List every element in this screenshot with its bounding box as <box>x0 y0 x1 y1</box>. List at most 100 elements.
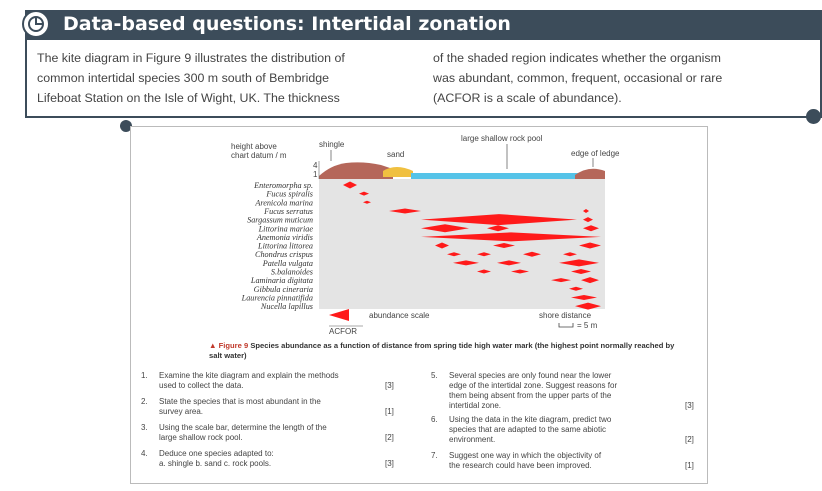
question-line: Several species are only found near the … <box>449 371 612 380</box>
species-label: Fucus serratus <box>263 207 313 216</box>
question-line: Suggest one way in which the objectivity… <box>449 451 602 460</box>
kite-shape <box>363 200 371 204</box>
kite-shape <box>477 252 491 257</box>
edge-label: edge of ledge <box>571 149 620 158</box>
figure-number: Figure 9 <box>218 341 249 350</box>
question-line: edge of the intertidal zone. Suggest rea… <box>449 381 618 390</box>
arrow-right-icon <box>806 109 821 124</box>
kite-shape <box>389 208 421 214</box>
intro-line: of the shaded region indicates whether t… <box>433 51 721 65</box>
question-marks: [2] <box>385 433 394 442</box>
question-line: survey area. <box>159 407 204 416</box>
question-text: Examine the kite diagram and explain the… <box>159 371 339 391</box>
question-text: State the species that is most abundant … <box>159 397 321 417</box>
kite-shape <box>571 294 597 300</box>
kite-shape <box>497 260 521 266</box>
species-label: Gibbula cineraria <box>254 285 313 294</box>
question-number: 1. <box>141 371 148 380</box>
kite-shape <box>583 208 589 213</box>
rock-pool-water <box>411 171 601 179</box>
question-text: Using the data in the kite diagram, pred… <box>449 415 611 445</box>
header-bar: Data-based questions: Intertidal zonatio… <box>25 10 822 40</box>
question-line: Using the data in the kite diagram, pred… <box>449 415 612 424</box>
caption-text: Species abundance as a function of dista… <box>209 341 675 360</box>
shore-distance-label: shore distance <box>539 311 592 320</box>
kite-shapes <box>343 181 601 310</box>
intro-text-left: The kite diagram in Figure 9 illustrates… <box>37 48 422 108</box>
kite-shape <box>559 259 599 267</box>
intro-line: The kite diagram in Figure 9 illustrates… <box>37 51 345 65</box>
question-number: 4. <box>141 449 148 458</box>
datum-label: chart datum / m <box>231 151 287 160</box>
question-number: 5. <box>431 371 438 380</box>
kite-shape <box>571 269 591 274</box>
intro-text-right: of the shaded region indicates whether t… <box>433 48 818 108</box>
kite-shape <box>343 181 357 189</box>
question-text: Using the scale bar, determine the lengt… <box>159 423 327 443</box>
species-label: Anemonia viridis <box>256 233 313 242</box>
sand-label: sand <box>387 150 404 159</box>
question-line: Examine the kite diagram and explain the… <box>159 371 339 380</box>
species-label: Laurencia pinnatifida <box>241 293 313 302</box>
chart-pie-icon <box>22 10 50 38</box>
arrow-right-icon <box>120 120 132 132</box>
question-line: intertidal zone. <box>449 401 502 410</box>
species-label: Littorina littorea <box>257 242 313 251</box>
question-line: the research could have been improved. <box>449 461 592 470</box>
kite-shape <box>435 242 449 249</box>
intro-line: Lifeboat Station on the Isle of Wight, U… <box>37 91 340 105</box>
kite-shape <box>523 251 541 257</box>
species-label: S.balanoides <box>271 268 313 277</box>
species-label: Patella vulgata <box>262 259 313 268</box>
question-line: environment. <box>449 435 496 444</box>
question-line: a. shingle b. sand c. rock pools. <box>159 459 272 468</box>
rock-pool-label: large shallow rock pool <box>461 134 543 143</box>
acfor-label: ACFOR <box>329 327 357 336</box>
question-line: species that are adapted to the same abi… <box>449 425 606 434</box>
question-line: Using the scale bar, determine the lengt… <box>159 423 327 432</box>
species-label: Sargassum muticum <box>247 216 313 225</box>
question-line: State the species that is most abundant … <box>159 397 321 406</box>
kite-shape <box>359 191 369 196</box>
species-label: Arenicola marina <box>254 198 313 207</box>
kite-shape <box>583 217 593 223</box>
kite-shape <box>583 225 599 232</box>
kite-shape <box>493 243 515 249</box>
page-title: Data-based questions: Intertidal zonatio… <box>63 13 511 35</box>
question-text: Deduce one species adapted to: a. shingle… <box>159 449 274 469</box>
kite-shape <box>421 224 469 233</box>
species-label: Chondrus crispus <box>255 250 313 259</box>
height-label: height above <box>231 142 277 151</box>
kite-shape <box>551 278 571 283</box>
abundance-scale-label: abundance scale <box>369 311 430 320</box>
kite-shape <box>569 286 583 291</box>
species-label: Laminaria digitata <box>250 276 313 285</box>
kite-shape <box>579 242 601 249</box>
intro-line: (ACFOR is a scale of abundance). <box>433 91 622 105</box>
kite-shape <box>575 302 601 310</box>
question-number: 6. <box>431 415 438 424</box>
shingle-profile <box>319 162 393 179</box>
kite-shape <box>421 232 601 242</box>
kite-shape <box>511 269 529 274</box>
kite-shape <box>581 277 599 284</box>
sand-profile <box>383 167 413 177</box>
question-line: them being absent from the upper parts o… <box>449 391 612 400</box>
figure-caption: ▲ Figure 9 Species abundance as a functi… <box>209 341 689 361</box>
species-label: Nucella lapillus <box>260 302 313 311</box>
question-marks: [1] <box>685 461 694 470</box>
question-number: 3. <box>141 423 148 432</box>
intro-line: common intertidal species 300 m south of… <box>37 71 330 85</box>
scale-bar <box>558 323 574 328</box>
kite-shape <box>447 252 461 257</box>
ledge-profile <box>575 168 605 179</box>
question-number: 7. <box>431 451 438 460</box>
question-marks: [3] <box>685 401 694 410</box>
question-marks: [2] <box>685 435 694 444</box>
tick-1: 1 <box>313 170 318 179</box>
species-labels: Enteromorpha sp.Fucus spiralisArenicola … <box>241 181 314 311</box>
species-label: Littorina mariae <box>258 224 314 233</box>
question-text: Suggest one way in which the objectivity… <box>449 451 601 471</box>
shingle-label: shingle <box>319 140 345 149</box>
triangle-icon: ▲ <box>209 341 219 350</box>
